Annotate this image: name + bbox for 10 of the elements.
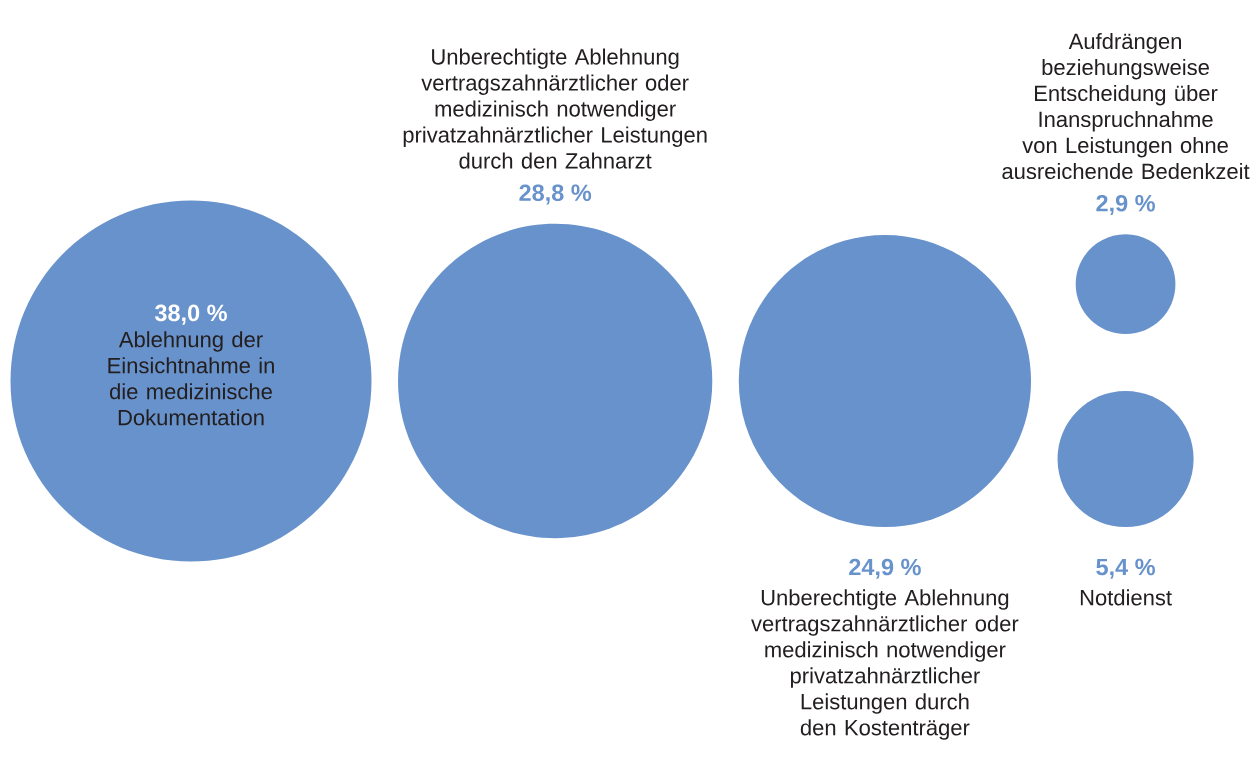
category-label: Ablehnung der Einsichtnahme in die medizinische Dokumentation [108,331,274,426]
category-label: Unberechtigte Ablehnung vertragszahnärztlicher oder medizinisch notwendiger privatzahnärztlicher Leistungen durch den Zahnarzt [403,48,707,169]
data-label: 2,9 % [1096,194,1155,215]
category-label: Unberechtigte Ablehnung vertragszahnärztlicher oder medizinisch notwendiger privatzahnärztlicher Leistungen durch den Kostenträger [751,589,1019,740]
category-label: Notdienst [1080,589,1172,606]
data-label: 38,0 % [154,304,227,325]
category-label: Aufdrängen beziehungsweise Entscheidung über Inanspruchnahme von Leistungen ohne ausreichende Bedenkzeit [1002,32,1250,180]
data-label: 5,4 % [1096,558,1155,579]
data-label: 28,8 % [519,184,592,205]
data-label: 24,9 % [849,558,921,579]
